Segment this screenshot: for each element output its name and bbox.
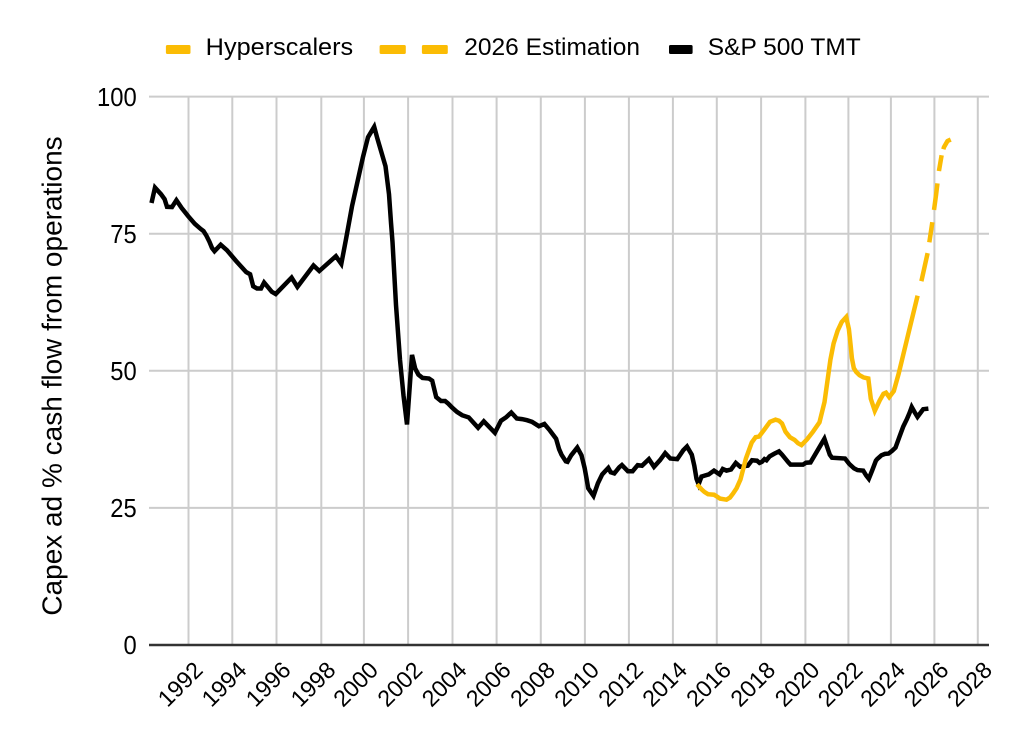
svg-text:2026 Estimation: 2026 Estimation [464,34,640,61]
svg-text:Hyperscalers: Hyperscalers [206,34,353,61]
svg-text:100: 100 [97,82,137,112]
svg-text:75: 75 [110,219,136,249]
svg-text:0: 0 [124,630,137,660]
svg-text:S&P 500 TMT: S&P 500 TMT [708,34,861,61]
svg-text:Capex ad % cash flow from oper: Capex ad % cash flow from operations [37,136,68,615]
svg-text:50: 50 [110,356,136,386]
svg-text:25: 25 [110,493,136,523]
